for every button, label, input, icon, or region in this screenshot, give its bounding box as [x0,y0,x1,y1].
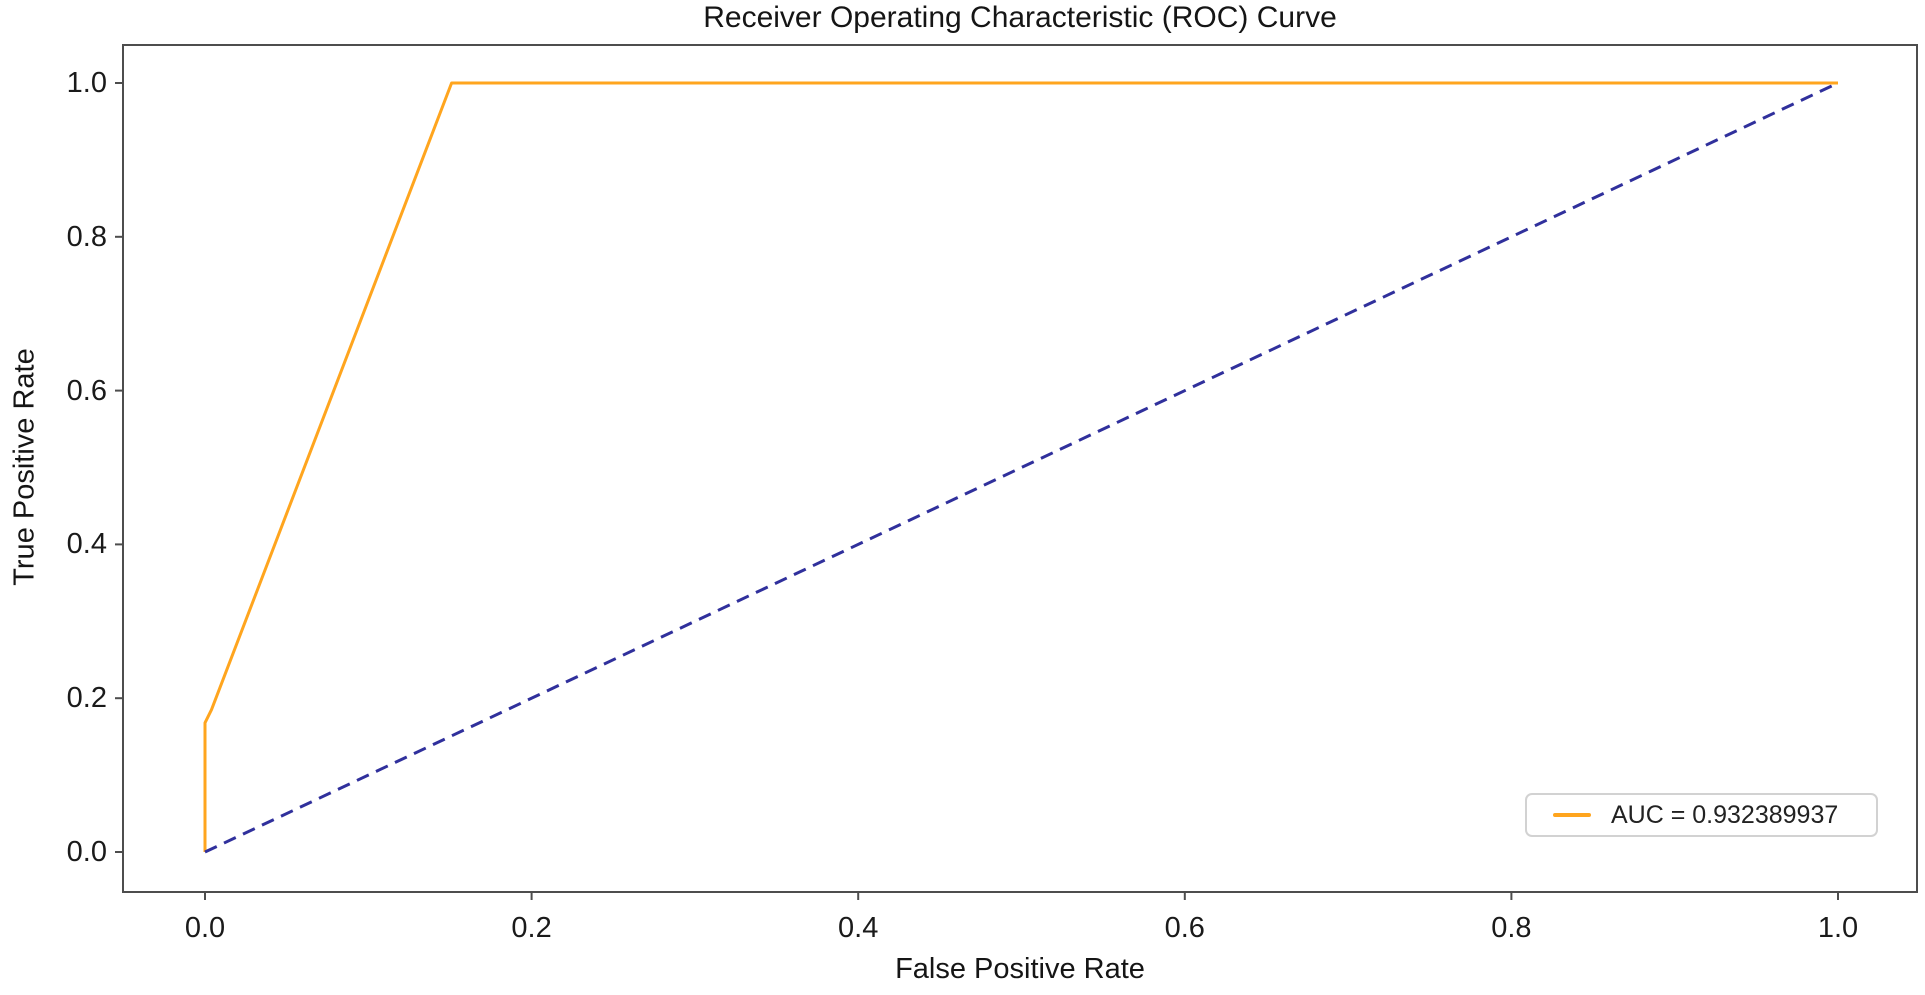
legend-auc-label: AUC = 0.932389937 [1611,800,1839,829]
plot-frame [122,44,1918,893]
legend-roc-line-sample [1553,813,1591,817]
y-tick-label: 0.2 [66,682,107,715]
plot-series-lines [203,81,1839,854]
y-tick-label: 0.0 [66,836,107,868]
y-tick-label: 0.4 [66,528,107,561]
legend: AUC = 0.932389937 [1525,793,1878,837]
chance-diagonal-line [204,81,1839,854]
y-tick-label: 1.0 [66,67,107,99]
x-tick-label: 0.2 [511,912,552,944]
y-tick-label: 0.6 [66,374,107,407]
x-tick-label: 1.0 [1817,912,1859,944]
axis-tick-marks [115,82,1839,900]
y-tick-label: 0.8 [66,220,107,253]
x-tick-label: 0.4 [838,912,879,944]
roc-curve-line [203,81,1838,852]
x-tick-label: 0.6 [1164,912,1205,944]
x-axis-label: False Positive Rate [895,953,1145,985]
x-tick-label: 0.8 [1491,912,1532,944]
x-tick-label: 0.0 [184,912,226,944]
chart-title: Receiver Operating Characteristic (ROC) … [703,1,1337,34]
